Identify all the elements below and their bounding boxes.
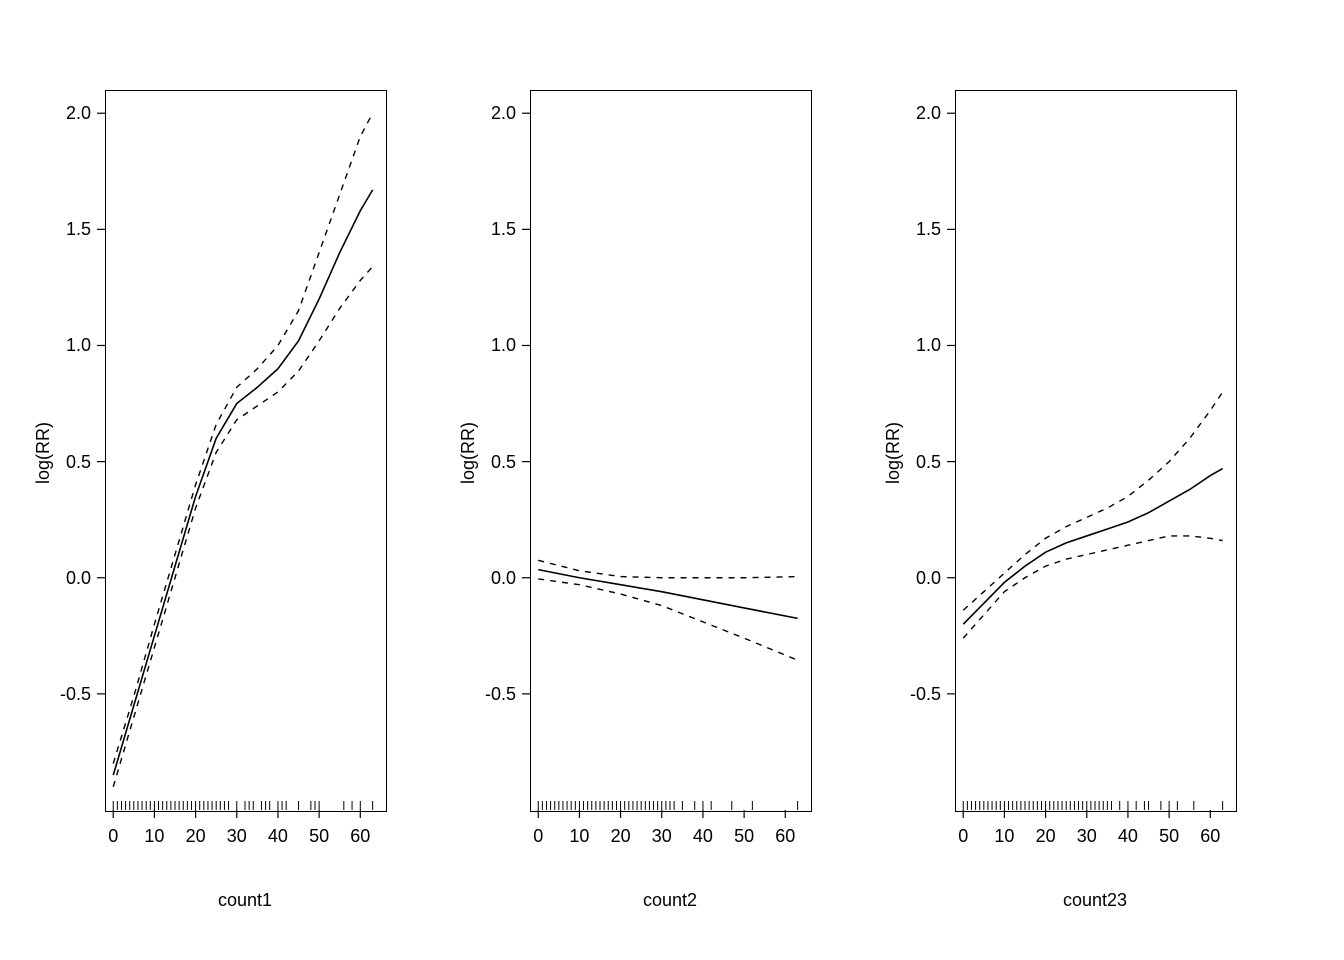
ci-lower-line (963, 536, 1222, 638)
y-tick-label: 0.5 (491, 452, 516, 473)
x-tick-label: 0 (526, 826, 550, 847)
y-tick-label: -0.5 (60, 684, 91, 705)
plot-svg (955, 90, 1235, 810)
ci-lower-line (538, 579, 797, 660)
x-tick-label: 30 (225, 826, 249, 847)
plot-svg (530, 90, 810, 810)
ci-upper-line (963, 392, 1222, 610)
x-tick-label: 20 (609, 826, 633, 847)
x-tick-label: 40 (1116, 826, 1140, 847)
chart-panel: -0.50.00.51.01.52.00102030405060log(RR)c… (530, 90, 810, 810)
y-tick-label: -0.5 (910, 684, 941, 705)
main-line (113, 190, 372, 775)
y-tick-label: 1.5 (66, 219, 91, 240)
y-axis-label: log(RR) (33, 422, 54, 484)
x-tick-label: 50 (1157, 826, 1181, 847)
y-tick-label: 0.0 (491, 568, 516, 589)
figure: -0.5 0.0 0.5 1.0 1.5 2.0 0 10 20 30 40 50 60 log(RR) c… (0, 0, 1344, 960)
ci-upper-line (113, 113, 372, 763)
x-tick-label: 30 (1075, 826, 1099, 847)
y-tick-label: 2.0 (491, 103, 516, 124)
x-tick-label: 10 (567, 826, 591, 847)
x-tick-label: 20 (1034, 826, 1058, 847)
x-tick-label: 60 (1198, 826, 1222, 847)
x-tick-label: 60 (773, 826, 797, 847)
x-tick-label: 40 (691, 826, 715, 847)
y-axis-label: log(RR) (883, 422, 904, 484)
x-tick-label: 10 (992, 826, 1016, 847)
y-tick-label: 0.0 (916, 568, 941, 589)
x-tick-label: 50 (307, 826, 331, 847)
x-tick-label: 10 (142, 826, 166, 847)
chart-panel: -0.50.00.51.01.52.00102030405060log(RR)c… (105, 90, 385, 810)
main-line (538, 570, 797, 619)
y-tick-label: 1.0 (491, 335, 516, 356)
x-tick-label: 30 (650, 826, 674, 847)
x-tick-label: 60 (348, 826, 372, 847)
x-tick-label: 0 (101, 826, 125, 847)
y-tick-label: 1.5 (491, 219, 516, 240)
y-tick-label: 0.5 (66, 452, 91, 473)
main-line (963, 469, 1222, 625)
y-tick-label: 2.0 (916, 103, 941, 124)
y-tick-label: -0.5 (485, 684, 516, 705)
x-tick-label: 40 (266, 826, 290, 847)
ci-lower-line (113, 267, 372, 787)
x-tick-label: 0 (951, 826, 975, 847)
y-tick-label: 1.0 (916, 335, 941, 356)
x-tick-label: 20 (184, 826, 208, 847)
y-tick-label: 0.5 (916, 452, 941, 473)
plot-svg (105, 90, 385, 810)
y-tick-label: 2.0 (66, 103, 91, 124)
y-tick-label: 1.5 (916, 219, 941, 240)
y-axis-label: log(RR) (458, 422, 479, 484)
y-tick-label: 0.0 (66, 568, 91, 589)
x-tick-label: 50 (732, 826, 756, 847)
chart-panel: -0.50.00.51.01.52.00102030405060log(RR)c… (955, 90, 1235, 810)
y-tick-label: 1.0 (66, 335, 91, 356)
x-axis-label: count2 (530, 890, 810, 911)
x-axis-label: count23 (955, 890, 1235, 911)
ci-upper-line (538, 560, 797, 577)
x-axis-label: count1 (105, 890, 385, 911)
